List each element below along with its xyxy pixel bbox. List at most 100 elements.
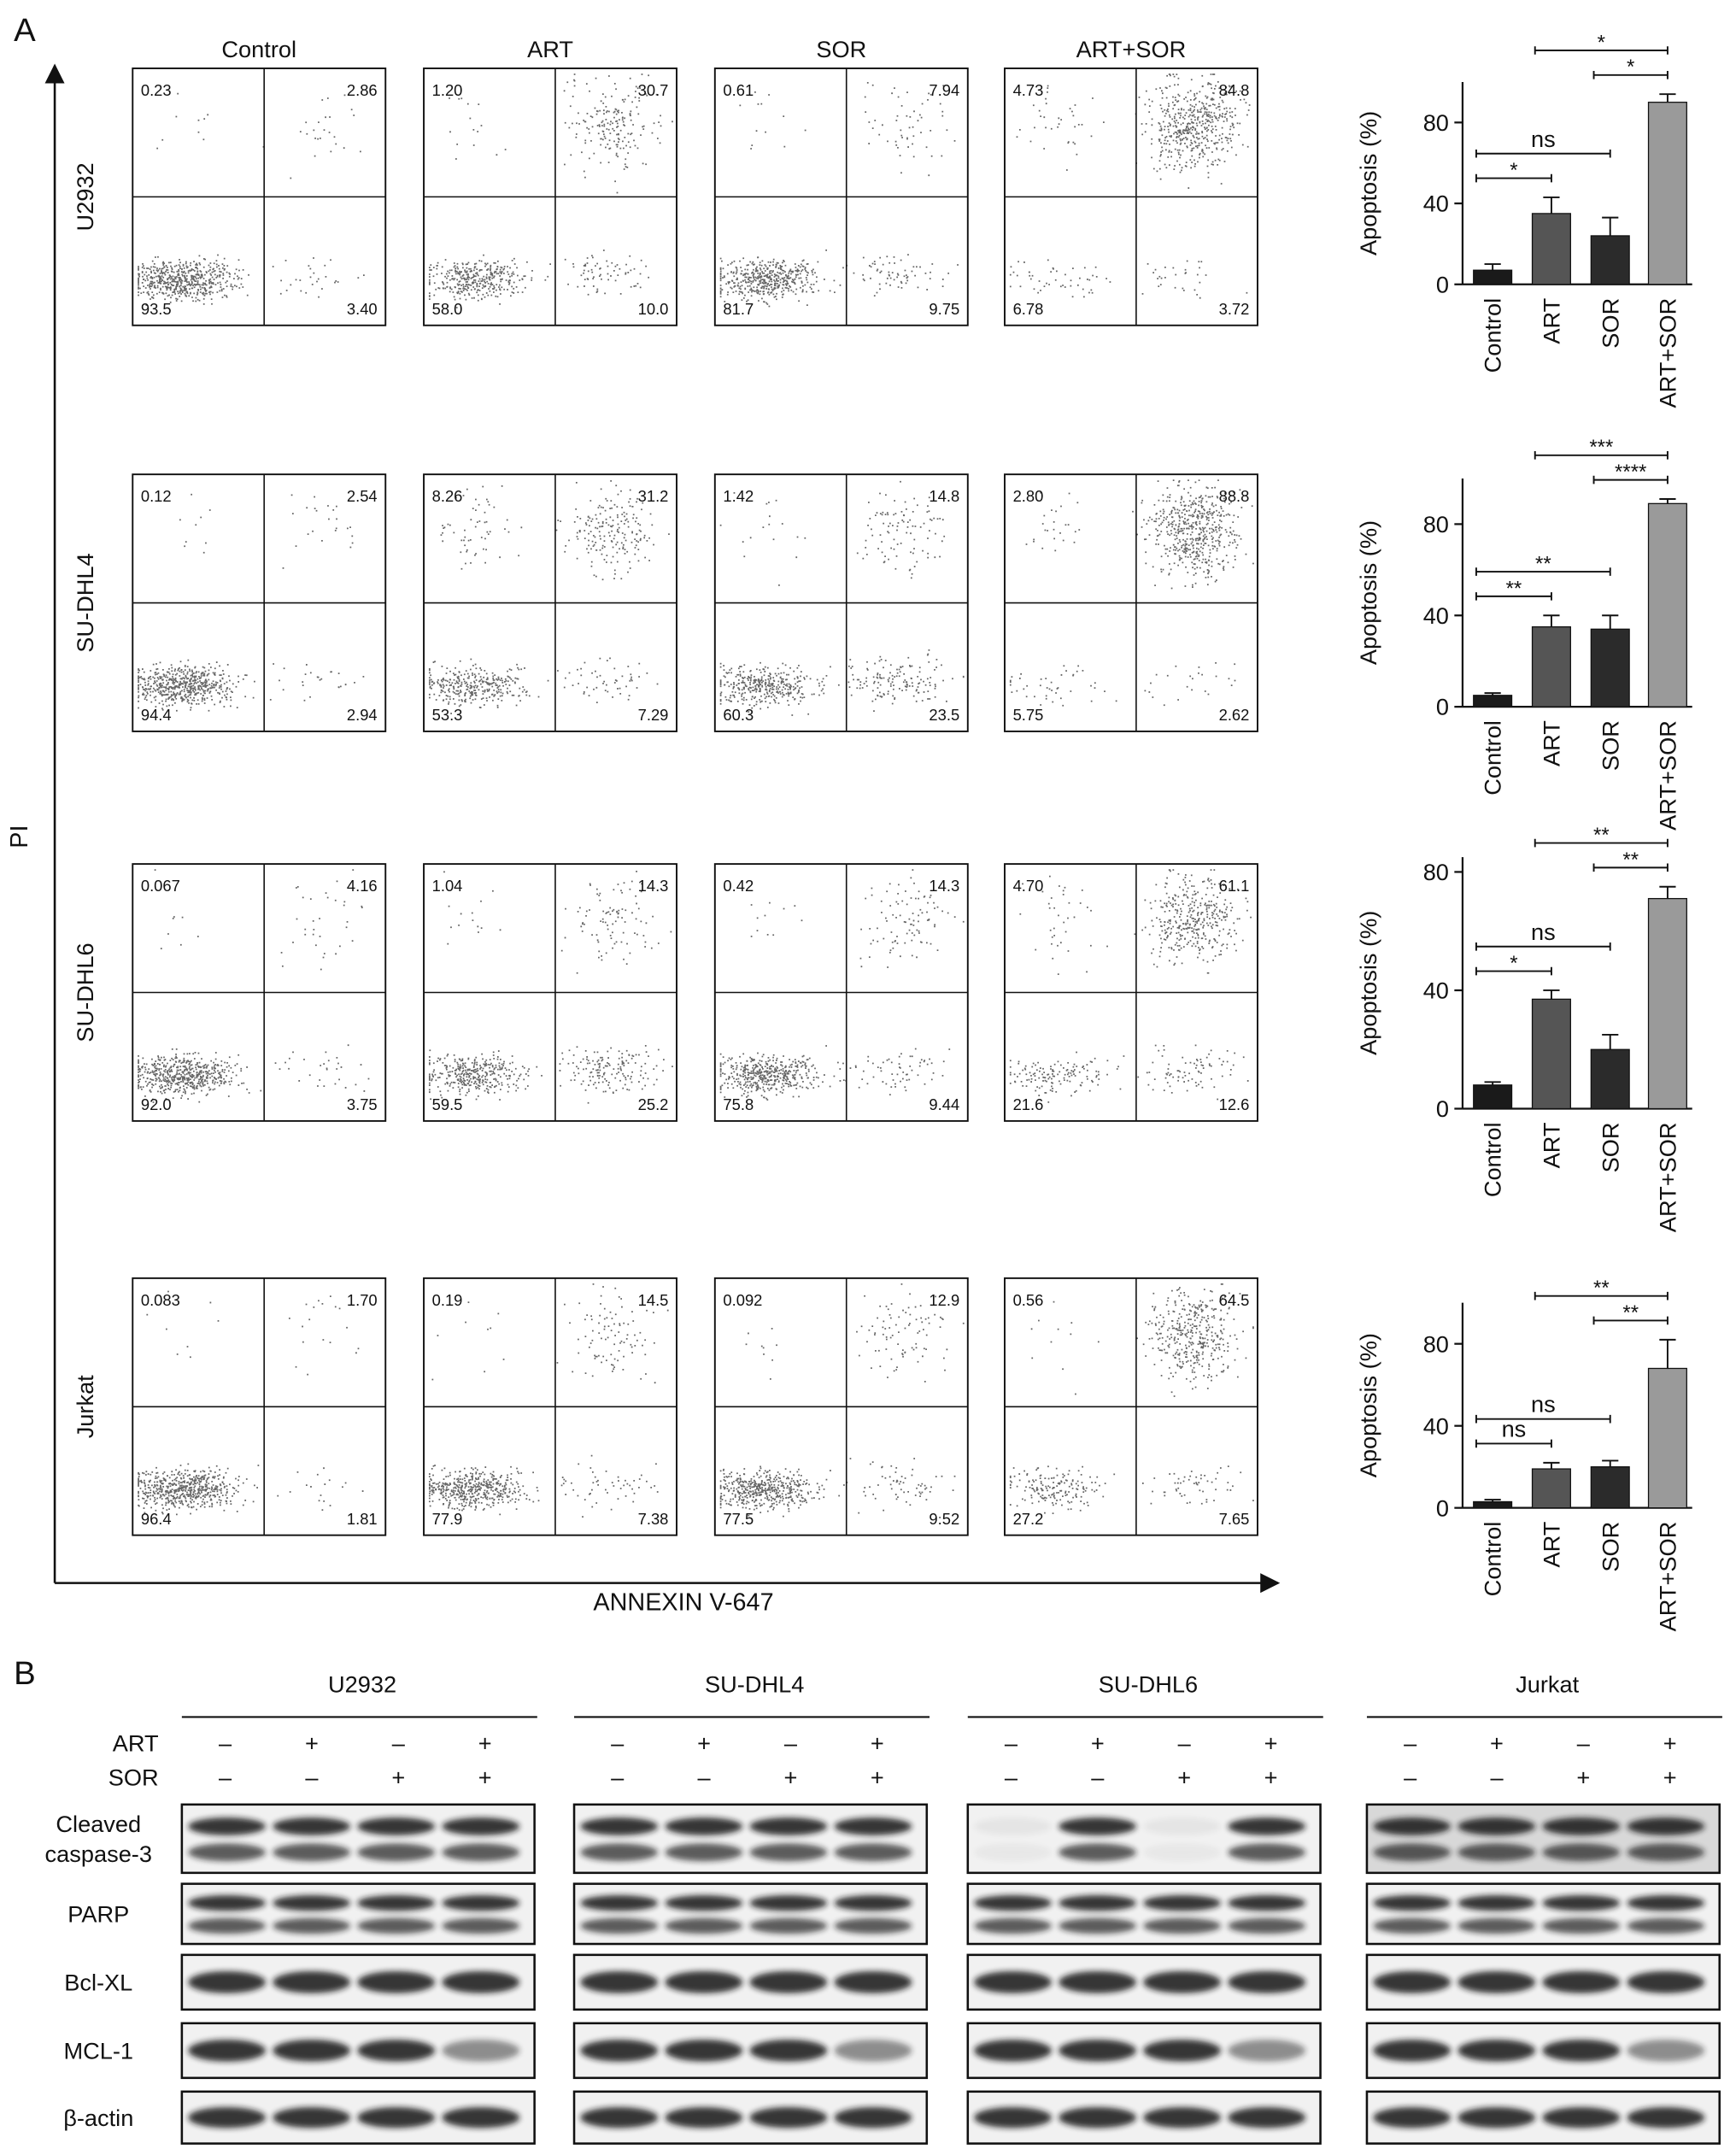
blot-band (1373, 1971, 1452, 1993)
condition-label: ART (527, 36, 573, 62)
significance-bracket (1592, 475, 1669, 484)
blot-band (188, 1843, 267, 1862)
blot-band (1143, 2107, 1222, 2128)
quadrant-percent: 2.94 (347, 706, 378, 724)
quadrant-percent: 7.94 (929, 81, 959, 99)
quadrant-percent: 61.1 (1219, 877, 1250, 895)
treatment-sign: + (1576, 1764, 1590, 1790)
blot-band (188, 1894, 267, 1911)
blot-band (1627, 1843, 1705, 1862)
significance-bracket (1475, 966, 1552, 976)
treatment-sign: – (611, 1764, 625, 1790)
x-tick-label: SOR (1597, 298, 1623, 349)
quadrant-percent: 92.0 (141, 1095, 172, 1113)
bar (1590, 1466, 1630, 1509)
quadrant-percent: 88.8 (1219, 487, 1250, 505)
treatment-sign: + (1091, 1729, 1105, 1756)
blot-band (1542, 1917, 1621, 1935)
treatment-sign: – (1178, 1729, 1192, 1756)
quadrant-percent: 59.5 (432, 1095, 463, 1113)
blot-band (1228, 2107, 1306, 2128)
blot-band (1228, 1917, 1306, 1935)
quadrant-percent: 58.0 (432, 300, 463, 318)
blot-frame (1365, 1803, 1721, 1875)
blot-band (580, 1971, 659, 1993)
blot-frame (1365, 2022, 1721, 2080)
blot-frame (572, 1882, 929, 1946)
blot-frame (572, 2022, 929, 2080)
blot-band (580, 2040, 659, 2062)
quadrant-percent: 77.5 (723, 1510, 754, 1528)
treatment-sign: – (1404, 1729, 1417, 1756)
y-tick-label: 0 (1436, 694, 1449, 720)
condition-label: ART+SOR (1076, 36, 1187, 62)
y-tick-label: 80 (1423, 109, 1449, 136)
x-tick-label: Control (1480, 1122, 1506, 1197)
quadrant-percent: 12.9 (929, 1291, 959, 1309)
x-tick-label: ART+SOR (1655, 1122, 1681, 1232)
cell-dots (719, 1283, 965, 1518)
blot-frame (572, 1803, 929, 1875)
blot-frame (966, 1803, 1322, 1875)
blot-band (1059, 2107, 1136, 2128)
x-tick-label: ART (1539, 298, 1565, 344)
quadrant-percent: 3.75 (347, 1095, 378, 1113)
x-tick-label: ART (1539, 1522, 1565, 1568)
protein-label: Bcl-XL (64, 1969, 132, 1995)
treatment-sign: – (1005, 1764, 1018, 1790)
error-bar (1543, 989, 1560, 1000)
blot-band (749, 1843, 828, 1862)
treatment-sign: + (1490, 1729, 1504, 1756)
error-bar (1543, 196, 1560, 214)
blot-band (1457, 2107, 1536, 2128)
blot-band (357, 1971, 436, 1993)
blot-band (188, 1971, 267, 1993)
significance-bracket (1475, 173, 1552, 183)
significance-label: *** (1589, 436, 1613, 459)
blot-band (1542, 1817, 1621, 1835)
blot-band (974, 1817, 1052, 1835)
blot-band (665, 1817, 743, 1835)
quadrant-percent: 96.4 (141, 1510, 172, 1528)
bar (1531, 1468, 1571, 1509)
condition-label: SOR (816, 36, 866, 62)
blot-frame (180, 2022, 536, 2080)
blot-band (1143, 1817, 1222, 1835)
treatment-sign: – (392, 1729, 406, 1756)
blot-band (1143, 1971, 1222, 1993)
blot-band (580, 1817, 659, 1835)
blot-band (834, 1843, 912, 1862)
blot-band (665, 2107, 743, 2128)
blot-band (1542, 2040, 1621, 2062)
quadrant-percent: 7.29 (638, 706, 669, 724)
cell-dots (719, 81, 959, 308)
quadrant-percent: 75.8 (723, 1095, 754, 1113)
bar (1473, 695, 1513, 708)
blot-band (1457, 1843, 1536, 1862)
treatment-sign: + (1264, 1764, 1278, 1790)
cell-dots (719, 869, 965, 1101)
significance-label: ns (1531, 919, 1556, 945)
quadrant-percent: 31.2 (638, 487, 669, 505)
quadrant-percent: 81.7 (723, 300, 754, 318)
cell-dots (138, 1290, 364, 1516)
blot-band (1228, 1843, 1306, 1862)
significance-label: * (1598, 31, 1605, 54)
cell-line-label: Jurkat (72, 1375, 98, 1438)
quadrant-percent: 3.72 (1219, 300, 1250, 318)
quadrant-percent: 0.23 (141, 81, 172, 99)
quadrant-percent: 14.5 (638, 1291, 669, 1309)
cell-dots (138, 869, 370, 1103)
error-bar (1484, 692, 1501, 696)
significance-label: ** (1622, 848, 1639, 872)
y-tick-label: 0 (1436, 1494, 1449, 1521)
blot-background (1366, 1883, 1720, 1945)
blot-band (749, 1817, 828, 1835)
x-tick-label: ART (1539, 1122, 1565, 1168)
blot-band (665, 2040, 743, 2062)
panel-label: A (14, 12, 36, 49)
quadrant-percent: 14.8 (929, 487, 959, 505)
significance-bracket (1534, 451, 1669, 460)
protein-label: β-actin (63, 2105, 133, 2131)
